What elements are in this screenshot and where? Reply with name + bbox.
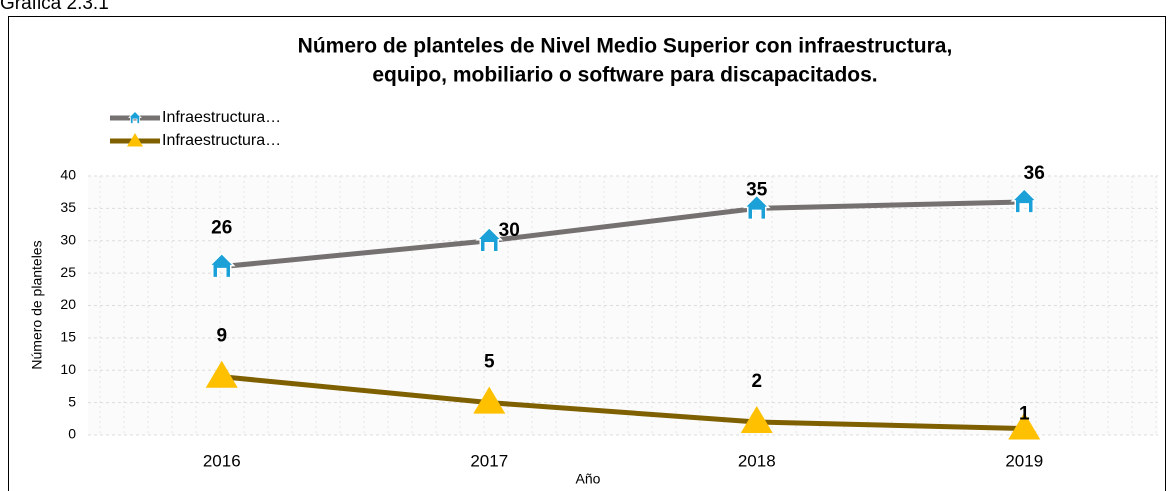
data-label: 30 [499,220,520,241]
point-marker [207,252,236,279]
point-marker [740,406,773,434]
point-marker [1010,187,1039,214]
x-tick-label: 2019 [1005,451,1043,470]
chart-title: equipo, mobiliario o software para disca… [372,64,877,87]
y-tick-label: 35 [60,199,76,215]
x-tick-label: 2016 [203,451,241,470]
point-marker [475,226,504,253]
series-line [221,374,1025,432]
y-axis-label: Número de planteles [29,240,45,369]
data-label: 2 [751,371,762,392]
point-marker [742,194,771,221]
x-axis-label: Año [576,471,601,487]
data-label: 1 [1019,404,1030,425]
data-label: 26 [211,218,232,239]
point-marker [473,386,506,414]
legend-marker [127,133,143,147]
data-label: 35 [746,179,768,200]
legend-label: Infraestructura… [162,109,281,126]
y-tick-label: 0 [68,426,76,442]
y-tick-label: 40 [60,167,76,183]
y-tick-label: 5 [68,393,76,409]
data-label: 5 [484,352,495,373]
y-tick-label: 15 [60,329,76,345]
series-line [221,199,1025,270]
y-tick-label: 30 [60,231,76,247]
point-marker [205,360,238,388]
y-tick-label: 20 [60,296,76,312]
data-label: 36 [1024,163,1045,184]
x-tick-label: 2018 [738,451,776,470]
legend-label: Infraestructura… [162,132,281,149]
data-label: 9 [216,326,227,347]
chart-title: Número de planteles de Nivel Medio Super… [298,35,953,58]
caption: Gráfica 2.3.1 [0,0,109,14]
y-tick-label: 25 [60,264,76,280]
y-tick-label: 10 [60,361,76,377]
legend-marker [128,110,142,124]
point-marker [1008,412,1041,440]
x-tick-label: 2017 [470,451,508,470]
